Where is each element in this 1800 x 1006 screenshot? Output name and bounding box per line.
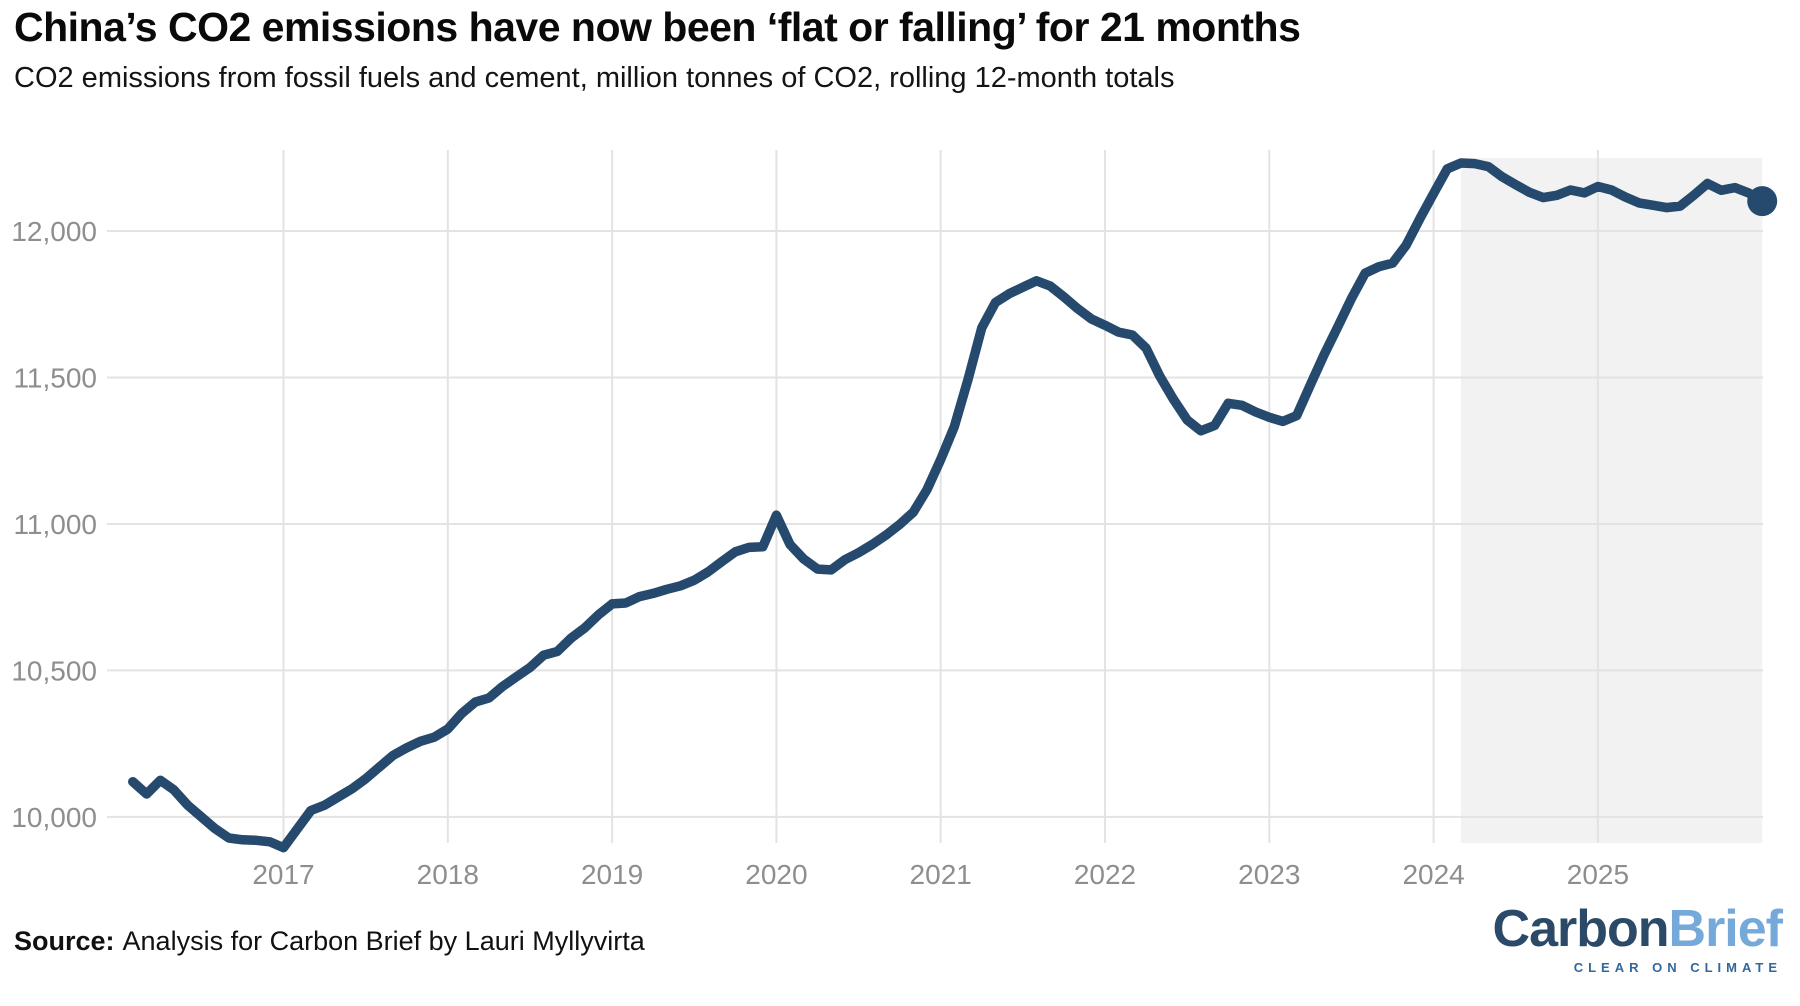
x-tick-label-2025: 2025	[1567, 859, 1629, 890]
logo-brief-text: Brief	[1668, 900, 1783, 958]
y-tick-label-10500: 10,500	[11, 655, 97, 686]
page-subtitle: CO2 emissions from fossil fuels and ceme…	[14, 62, 1175, 94]
logo-carbon-text: Carbon	[1492, 900, 1670, 958]
x-tick-label-2023: 2023	[1238, 859, 1300, 890]
source-label: Source:	[14, 926, 115, 956]
y-tick-label-11500: 11,500	[13, 363, 97, 394]
x-tick-label-2017: 2017	[252, 859, 314, 890]
x-tick-label-2018: 2018	[417, 859, 479, 890]
x-tick-label-2024: 2024	[1402, 859, 1464, 890]
carbonbrief-logo: CarbonBrief CLEAR ON CLIMATE	[1492, 900, 1783, 975]
logo-tagline: CLEAR ON CLIMATE	[1573, 960, 1782, 975]
x-tick-label-2019: 2019	[581, 859, 643, 890]
carbonbrief-wordmark: CarbonBrief	[1492, 900, 1783, 958]
x-tick-label-2020: 2020	[745, 859, 807, 890]
y-tick-label-10000: 10,000	[11, 802, 97, 833]
latest-point-marker	[1747, 186, 1778, 217]
highlight-band	[1461, 158, 1763, 843]
source-text: Analysis for Carbon Brief by Lauri Mylly…	[122, 926, 645, 956]
emissions-line	[128, 158, 1767, 853]
source-note: Source: Analysis for Carbon Brief by Laur…	[14, 926, 645, 957]
y-tick-label-11000: 11,000	[13, 509, 97, 540]
x-tick-label-2022: 2022	[1074, 859, 1136, 890]
page-title: China’s CO2 emissions have now been ‘fla…	[14, 4, 1301, 50]
y-tick-label-12000: 12,000	[11, 216, 97, 247]
x-tick-label-2021: 2021	[910, 859, 972, 890]
